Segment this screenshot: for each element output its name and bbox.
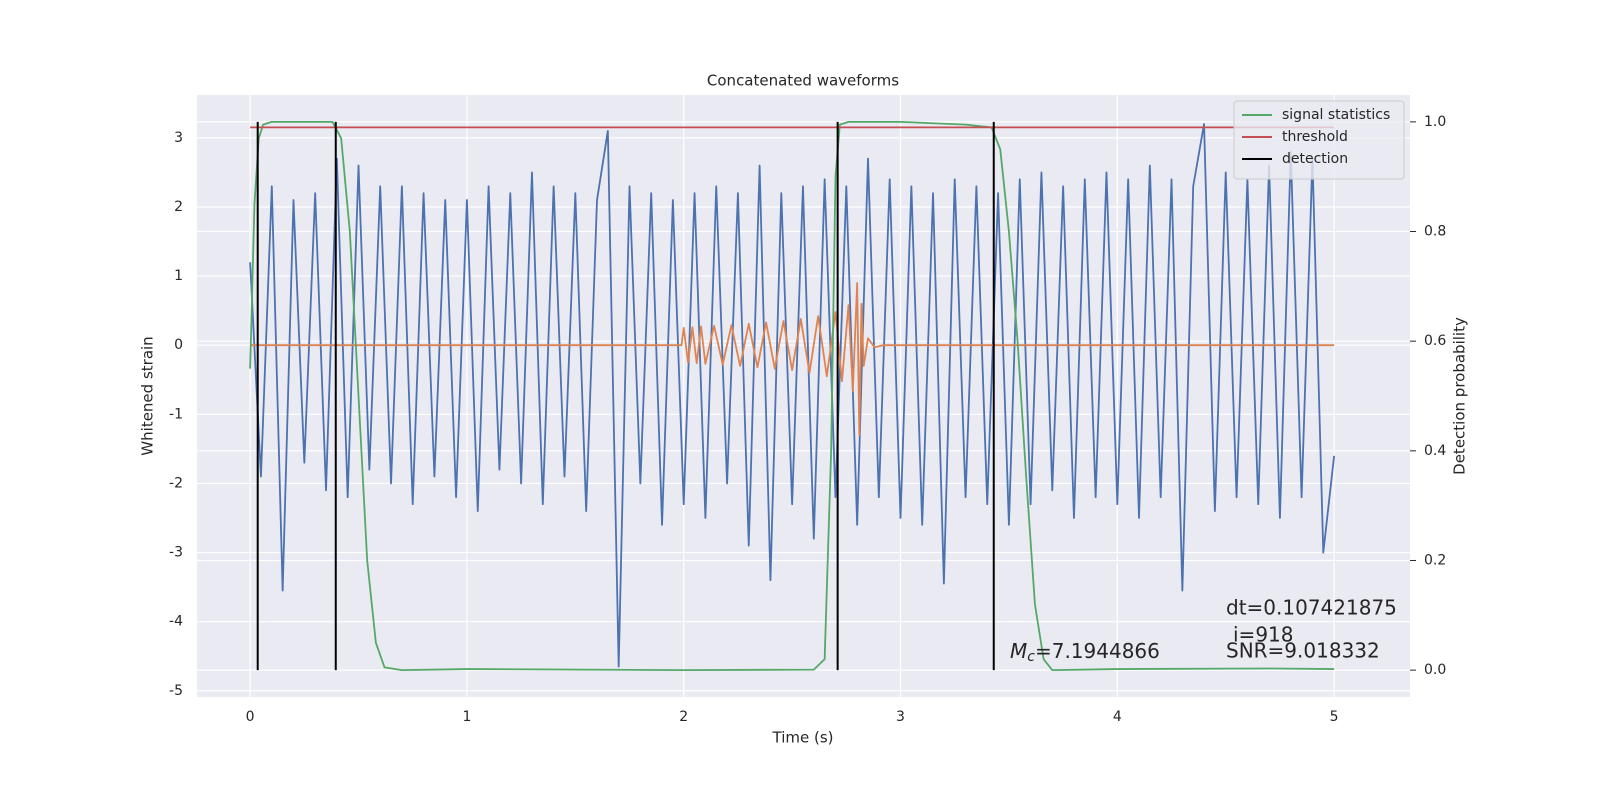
y2-tick-label: 0.2 xyxy=(1424,552,1446,568)
x-tick-label: 4 xyxy=(1113,709,1122,725)
series-line xyxy=(250,282,1335,436)
y-tick-label: 1 xyxy=(174,268,183,284)
y2-tick-label: 0.0 xyxy=(1424,662,1446,678)
x-tick-label: 0 xyxy=(246,709,255,725)
y-tick-label: -4 xyxy=(169,614,183,630)
x-tick-label: 2 xyxy=(679,709,688,725)
legend-label: threshold xyxy=(1282,129,1348,145)
y-tick-label: -2 xyxy=(169,475,183,491)
y2-tick-label: 0.6 xyxy=(1424,333,1446,349)
legend-label: signal statistics xyxy=(1282,107,1390,123)
annotation-snr: SNR=9.018332 xyxy=(1226,639,1380,663)
mc-subscript: c xyxy=(1027,649,1035,665)
x-tick-label: 3 xyxy=(896,709,905,725)
y2-axis-label: Detection probability xyxy=(1451,317,1469,475)
legend-box xyxy=(1233,100,1405,180)
legend: signal statistics threshold detection xyxy=(1233,100,1405,180)
marks xyxy=(249,120,1336,672)
y-tick-label: 3 xyxy=(174,130,183,146)
y-tick-label: -5 xyxy=(169,683,183,699)
x-tick-label: 5 xyxy=(1330,709,1339,725)
y-tick-label: -1 xyxy=(169,406,183,422)
chart-title: Concatenated waveforms xyxy=(707,72,899,90)
y2-tick-label: 0.4 xyxy=(1424,443,1446,459)
x-axis-label: Time (s) xyxy=(772,729,834,747)
y-tick-label: -3 xyxy=(169,545,183,561)
mc-value: =7.1944866 xyxy=(1035,639,1160,663)
y2-tick-label: 0.8 xyxy=(1424,224,1446,240)
y-axis-label: Whitened strain xyxy=(139,336,157,455)
series-line xyxy=(249,123,1336,668)
annotation-i: i=918 xyxy=(1233,623,1294,647)
mc-symbol: M xyxy=(1010,639,1027,663)
x-tick-label: 1 xyxy=(462,709,471,725)
annotation-mc: Mc=7.1944866 xyxy=(1010,639,1160,666)
y-tick-label: 2 xyxy=(174,199,183,215)
legend-label: detection xyxy=(1282,151,1348,167)
series-line xyxy=(249,120,1335,672)
y-tick-label: 0 xyxy=(174,337,183,353)
y2-tick-label: 1.0 xyxy=(1424,114,1446,130)
annotation-dt: dt=0.107421875 xyxy=(1226,596,1397,620)
